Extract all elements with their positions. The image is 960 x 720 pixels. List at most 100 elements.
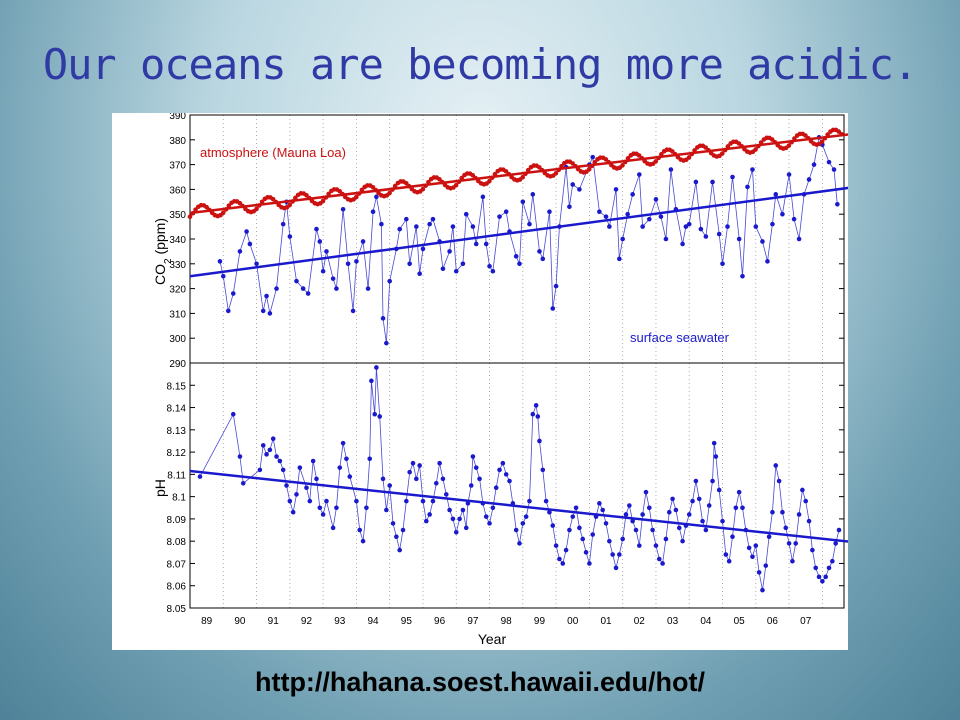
ph-seawater-point (627, 503, 632, 508)
ph-seawater-point (424, 518, 429, 524)
co2-seawater-point (473, 241, 479, 247)
co2-atmosphere-point (786, 143, 792, 148)
co2-atmosphere-point (487, 178, 492, 184)
ph-seawater-point (833, 541, 838, 546)
ph-seawater-point (567, 527, 572, 533)
ph-seawater-point (823, 574, 828, 580)
ph-seawater-point (563, 547, 569, 553)
co2-atmosphere-point (686, 155, 692, 160)
co2-seawater-point (300, 286, 306, 291)
ph-seawater-point (430, 498, 436, 504)
co2-seawater-point (334, 286, 339, 291)
co2-atmosphere-point (193, 207, 198, 212)
ph-seawater-point (600, 507, 606, 513)
ph-seawater-point (620, 536, 625, 542)
ph-seawater-point (533, 403, 539, 408)
co2-seawater-point (314, 226, 319, 232)
ph-seawater-point (713, 454, 719, 459)
ph-seawater-point (357, 527, 363, 533)
co2-label-subscript: 2 (163, 258, 174, 264)
co2-y-tick-label: 290 (169, 359, 186, 370)
ph-seawater-point (806, 518, 812, 524)
ph-y-tick-label: 8.05 (167, 604, 187, 615)
co2-atmosphere-point (226, 203, 232, 209)
co2-seawater-point (414, 224, 419, 229)
ph-seawater-point (836, 527, 842, 533)
co2-seawater-point (831, 167, 837, 172)
co2-seawater-point (620, 236, 625, 242)
ph-seawater-point (369, 378, 374, 384)
ph-seawater-point (711, 440, 717, 446)
ph-seawater-point (617, 552, 622, 557)
co2-seawater-point (427, 221, 432, 227)
co2-atmosphere-point (287, 202, 293, 208)
ph-seawater-point (527, 498, 532, 504)
ph-seawater-point (686, 512, 692, 517)
ph-seawater-point (460, 507, 466, 513)
ph-y-axis: 8.05 8.06 8.07 8.08 8.09 8.1 8.11 8.12 8.13 8.14 8… (167, 381, 844, 615)
ph-seawater-point (377, 414, 383, 419)
co2-seawater-point (770, 221, 775, 227)
ph-seawater-point (274, 454, 279, 459)
ph-seawater-point (372, 411, 378, 417)
ph-seawater-point (517, 541, 522, 546)
co2-seawater-point (220, 273, 226, 279)
co2-atmosphere-series (187, 127, 848, 220)
source-url[interactable]: http://hahana.soest.hawaii.edu/hot/ (254, 667, 706, 697)
ph-seawater-point (447, 507, 452, 513)
ph-seawater-point (740, 505, 745, 511)
co2-atmosphere-point (220, 210, 226, 216)
ph-seawater-point (670, 496, 675, 502)
x-tick-label: 92 (301, 616, 313, 627)
co2-seawater-point (264, 293, 269, 299)
ph-seawater-point (240, 480, 246, 486)
co2-y-tick-label: 300 (169, 334, 186, 345)
ph-seawater-point (736, 489, 742, 495)
atmosphere-label: atmosphere (Mauna Loa) (200, 145, 346, 160)
ph-seawater-point (693, 478, 699, 484)
co2-atmosphere-point (753, 147, 758, 152)
ph-seawater-point (590, 532, 596, 537)
x-tick-label: 93 (334, 616, 346, 627)
ph-y-tick-label: 8.09 (167, 515, 187, 526)
seawater-label: surface seawater (630, 330, 730, 345)
ph-seawater-point (660, 561, 665, 566)
co2-seawater-point (324, 249, 329, 254)
co2-seawater-point (430, 216, 436, 222)
ph-seawater-point (470, 454, 476, 459)
ph-seawater-point (830, 558, 835, 564)
ph-seawater-point (277, 458, 283, 464)
ph-seawater-point (404, 498, 409, 504)
ph-seawater-point (796, 512, 802, 517)
x-tick-label: 06 (767, 616, 779, 627)
co2-seawater-point (483, 241, 489, 247)
co2-seawater-point (577, 187, 582, 192)
co2-seawater-point (740, 273, 745, 279)
co2-seawater-point (217, 259, 223, 264)
co2-seawater-point (607, 224, 612, 229)
slide-title: Our oceans are becoming more acidic. (42, 40, 918, 89)
x-tick-label: 05 (734, 616, 746, 627)
co2-seawater-point (397, 226, 402, 232)
ph-seawater-point (483, 514, 489, 519)
co2-seawater-point (791, 216, 797, 222)
ph-seawater-point (786, 541, 792, 546)
ph-seawater-point (374, 365, 379, 370)
co2-seawater-point (663, 236, 669, 242)
co2-seawater-point (603, 214, 609, 219)
co2-seawater-point (453, 268, 459, 274)
ph-seawater-point (535, 414, 541, 419)
ph-seawater-point (304, 485, 309, 491)
co2-seawater-point (244, 229, 249, 234)
co2-atmosphere-point (187, 214, 193, 220)
ph-seawater-point (237, 454, 243, 459)
x-tick-label: 01 (600, 616, 612, 627)
co2-seawater-point (490, 268, 496, 274)
co2-atmosphere-point (653, 159, 659, 164)
co2-seawater-point (365, 286, 371, 291)
co2-seawater-point (745, 184, 750, 190)
co2-seawater-point (237, 249, 243, 254)
ph-seawater-point (344, 456, 349, 462)
ph-seawater-point (800, 487, 805, 493)
ph-seawater-point (730, 534, 735, 540)
